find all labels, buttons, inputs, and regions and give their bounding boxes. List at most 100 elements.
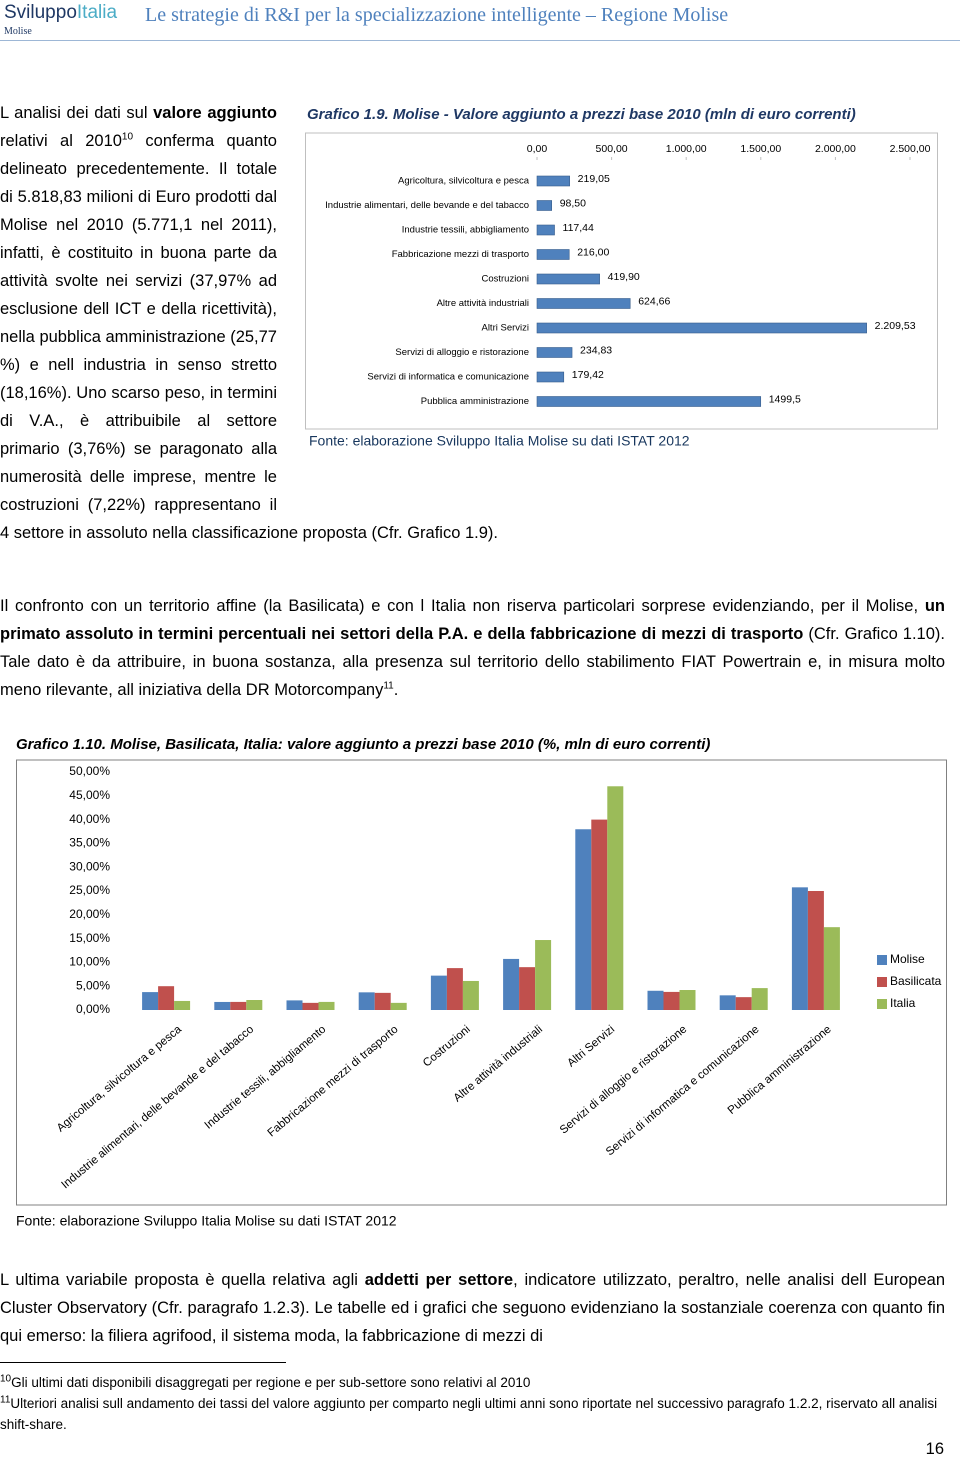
bar [462,980,479,1010]
footnote: 11Ulteriori analisi sull andamento dei t… [0,1393,945,1435]
bar [575,829,592,1010]
data-label: 624,66 [638,295,670,307]
bar [430,975,447,1010]
y-tick-label: 45,00% [69,788,110,802]
x-tick-label: 2.000,00 [815,143,856,155]
bar [358,992,375,1010]
legend-label: Molise [890,952,925,966]
logo: SviluppoItalia [4,2,117,24]
data-label: 216,00 [577,246,609,258]
bar [142,992,159,1010]
footnote-rule [0,1362,286,1363]
y-tick-label: 20,00% [69,907,110,921]
y-tick-label: 30,00% [69,859,110,873]
bar [536,347,573,358]
data-label: 419,90 [608,271,640,283]
x-tick-label: 1.500,00 [740,143,781,155]
bar [158,986,175,1010]
bar [536,396,762,407]
category-label: Agricoltura, silvicoltura e pesca [398,176,530,187]
bar [374,992,391,1010]
y-tick-label: 15,00% [69,931,110,945]
bar [535,940,552,1010]
data-label: 179,42 [572,369,604,381]
y-tick-label: 50,00% [69,764,110,778]
bar [446,968,463,1010]
x-tick-label: Servizi di alloggio e ristorazione [558,1023,690,1136]
text-run: un primato assoluto in termini percentua… [0,597,945,643]
text-run: (Cfr. Grafico 1.10). Tale dato è da attr… [0,625,945,699]
x-tick-label: Agricoltura, silvicoltura e pesca [55,1023,185,1134]
category-label: Servizi di informatica e comunicazione [367,372,529,383]
footnote-ref: 10 [121,131,134,143]
footnote-ref: 11 [383,680,394,692]
chart-container: Grafico 1.9. Molise - Valore aggiunto a … [305,99,945,511]
legend-label: Italia [890,996,916,1010]
category-label: Industrie alimentari, delle bevande e de… [325,200,529,211]
bar [663,991,680,1010]
bar [503,958,520,1010]
category-label: Fabbricazione mezzi di trasporto [392,249,529,260]
x-tick-label: 500,00 [596,143,628,155]
bar [519,967,536,1010]
text-run: relativi al 2010 [0,132,122,150]
bar [230,1001,247,1010]
bar [719,995,736,1010]
bar [536,298,631,309]
text-run: valore aggiunto [153,104,277,122]
header-rule [0,40,960,41]
bar [607,786,624,1010]
text-run: L analisi dei dati sul [0,104,154,122]
bar [286,1000,303,1010]
y-tick-label: 25,00% [69,883,110,897]
bar [536,273,600,285]
text-run: L ultima variabile proposta è quella rel… [0,1271,365,1289]
bar [735,997,752,1010]
bar [807,891,824,1010]
paragraph: Il confronto con un territorio affine (l… [0,592,945,704]
bar [647,990,664,1010]
footnote-text: Gli ultimi dati disponibili disaggregati… [11,1375,531,1390]
data-label: 234,83 [580,344,612,356]
x-tick-label: Fabbricazione mezzi di trasporto [266,1023,401,1139]
bar [536,175,570,187]
footnote: 10Gli ultimi dati disponibili disaggrega… [0,1372,945,1393]
y-tick-label: 5,00% [76,978,110,992]
chart-source: Fonte: elaborazione Sviluppo Italia Moli… [309,433,690,449]
bar [318,1001,335,1010]
text-run: addetti per settore [364,1271,514,1289]
chart-title: Grafico 1.10. Molise, Basilicata, Italia… [16,736,710,753]
chart-title: Grafico 1.9. Molise - Valore aggiunto a … [307,106,856,123]
bar [390,1002,407,1010]
bar [246,1000,263,1010]
data-label: 117,44 [563,222,594,234]
legend-swatch [877,955,887,965]
footnote-text: Ulteriori analisi sull andamento dei tas… [0,1396,938,1432]
text-run: Il confronto con un territorio affine (l… [0,597,925,615]
bar [791,887,808,1010]
chart: Grafico 1.10. Molise, Basilicata, Italia… [16,736,947,1229]
x-tick-label: 2.500,00 [890,143,931,155]
text-run: . [393,681,399,699]
legend-swatch [877,999,887,1009]
x-tick-label: Costruzioni [421,1023,473,1069]
y-tick-label: 10,00% [69,955,110,969]
page-number: 16 [925,1440,944,1458]
footnote-number: 11 [0,1394,11,1406]
category-label: Altre attività industriali [437,298,529,309]
chart: Grafico 1.9. Molise - Valore aggiunto a … [305,106,938,449]
chart-border [16,759,947,1206]
y-tick-label: 0,00% [76,1002,110,1016]
category-label: Pubblica amministrazione [421,396,529,407]
x-tick-label: 0,00 [527,143,548,155]
x-tick-label: Servizi di informatica e comunicazione [604,1023,762,1158]
x-tick-label: Altri Servizi [565,1023,617,1069]
logo-sub: Molise [4,26,32,37]
paragraph: Grafico 1.9. Molise - Valore aggiunto a … [0,99,945,547]
chart-border [305,132,938,430]
header-title: Le strategie di R&I per la specializzazi… [145,4,729,26]
category-label: Industrie tessili, abbigliamento [402,225,529,236]
y-tick-label: 35,00% [69,836,110,850]
bar [536,371,565,383]
